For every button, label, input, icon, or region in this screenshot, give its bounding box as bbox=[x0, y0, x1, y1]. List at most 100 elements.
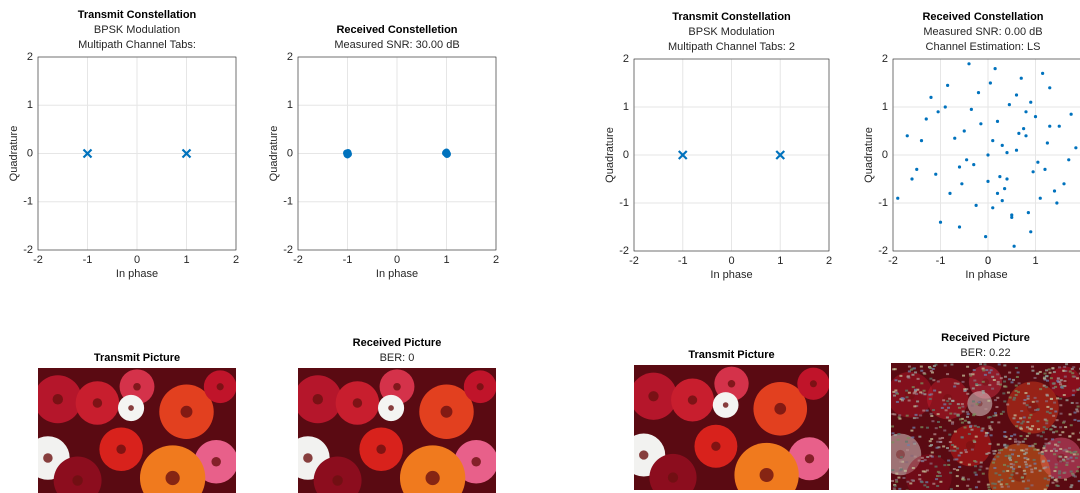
noise bbox=[987, 416, 991, 419]
noise bbox=[936, 380, 940, 383]
noise bbox=[1008, 457, 1012, 460]
noise bbox=[1043, 466, 1047, 469]
noise bbox=[1056, 379, 1060, 382]
noise bbox=[916, 377, 920, 380]
noise bbox=[1016, 371, 1020, 374]
noise bbox=[1043, 378, 1047, 381]
y-axis-label: Quadrature bbox=[268, 126, 280, 182]
point bbox=[946, 83, 950, 87]
point bbox=[1012, 244, 1016, 248]
noise bbox=[986, 483, 990, 486]
picture-subtitle: BER: 0 bbox=[380, 352, 415, 364]
noise bbox=[938, 391, 942, 394]
noise bbox=[1059, 455, 1063, 458]
x-tick-label: 0 bbox=[985, 255, 991, 267]
noise bbox=[1042, 445, 1046, 448]
point bbox=[1017, 131, 1021, 135]
noise bbox=[897, 416, 901, 419]
noise bbox=[1055, 480, 1059, 483]
noise bbox=[1058, 381, 1062, 384]
noise bbox=[994, 414, 998, 417]
noise bbox=[1015, 375, 1019, 378]
noise bbox=[1032, 458, 1036, 461]
noise bbox=[928, 397, 932, 400]
noise bbox=[1039, 388, 1043, 391]
noise bbox=[957, 406, 961, 409]
noise bbox=[945, 447, 949, 450]
noise bbox=[1045, 394, 1049, 397]
noise bbox=[1004, 385, 1008, 388]
noise bbox=[962, 478, 966, 481]
y-tick-label: -2 bbox=[878, 245, 888, 257]
noise bbox=[940, 406, 944, 409]
noise bbox=[898, 487, 902, 490]
noise bbox=[906, 444, 910, 447]
noise bbox=[905, 414, 909, 417]
flower bbox=[926, 377, 969, 420]
noise bbox=[1038, 469, 1042, 472]
noise bbox=[914, 413, 918, 416]
noise bbox=[1072, 389, 1076, 392]
noise bbox=[942, 445, 946, 448]
x-tick-label: 2 bbox=[826, 255, 832, 267]
noise bbox=[1056, 397, 1060, 400]
noise bbox=[912, 441, 916, 444]
noise bbox=[981, 427, 985, 430]
noise bbox=[899, 398, 903, 401]
noise bbox=[973, 440, 977, 443]
noise bbox=[910, 429, 914, 432]
noise bbox=[1070, 484, 1074, 487]
noise bbox=[951, 421, 955, 424]
noise bbox=[928, 393, 932, 396]
noise bbox=[991, 375, 995, 378]
point bbox=[1033, 115, 1038, 119]
noise bbox=[967, 432, 971, 435]
noise bbox=[1044, 369, 1048, 372]
point bbox=[1029, 230, 1033, 234]
noise bbox=[945, 416, 949, 419]
point bbox=[988, 81, 992, 85]
noise bbox=[968, 488, 972, 490]
noise bbox=[932, 482, 936, 485]
noise bbox=[1026, 395, 1030, 398]
noise bbox=[1064, 478, 1068, 481]
noise bbox=[1041, 431, 1045, 434]
noise bbox=[1071, 432, 1075, 435]
x-tick-label: 1 bbox=[183, 254, 189, 266]
noise bbox=[988, 427, 992, 430]
noise bbox=[1012, 463, 1016, 466]
noise bbox=[1078, 372, 1080, 375]
noise bbox=[925, 481, 929, 484]
noise bbox=[1063, 385, 1067, 388]
flower-center bbox=[759, 467, 774, 483]
flower-center bbox=[332, 475, 343, 486]
noise bbox=[1046, 478, 1050, 481]
axes: -2 -1 0 1 2 -2 -1 0 1 2 bbox=[23, 51, 239, 266]
noise bbox=[1019, 435, 1023, 438]
noise bbox=[1068, 447, 1072, 450]
point bbox=[943, 105, 947, 109]
noise bbox=[920, 456, 924, 459]
chart-subtitle: Multipath Channel Tabs: 2 bbox=[668, 41, 795, 53]
noise bbox=[1059, 397, 1063, 400]
noise bbox=[1056, 444, 1060, 447]
noise bbox=[963, 419, 967, 422]
noise bbox=[1063, 471, 1067, 474]
noise bbox=[923, 393, 927, 396]
noise bbox=[973, 471, 977, 474]
noise bbox=[947, 406, 951, 409]
noise bbox=[994, 472, 998, 475]
noise bbox=[1046, 484, 1050, 487]
noise bbox=[963, 388, 967, 391]
noise bbox=[1016, 440, 1020, 443]
noise bbox=[925, 469, 929, 472]
point bbox=[1041, 71, 1045, 75]
noise bbox=[930, 393, 934, 396]
noise bbox=[1000, 485, 1004, 488]
noise bbox=[1073, 475, 1077, 478]
flower-center bbox=[722, 402, 729, 408]
noise bbox=[902, 476, 906, 479]
noise bbox=[971, 373, 975, 376]
noise bbox=[926, 486, 930, 489]
noise bbox=[960, 421, 964, 424]
